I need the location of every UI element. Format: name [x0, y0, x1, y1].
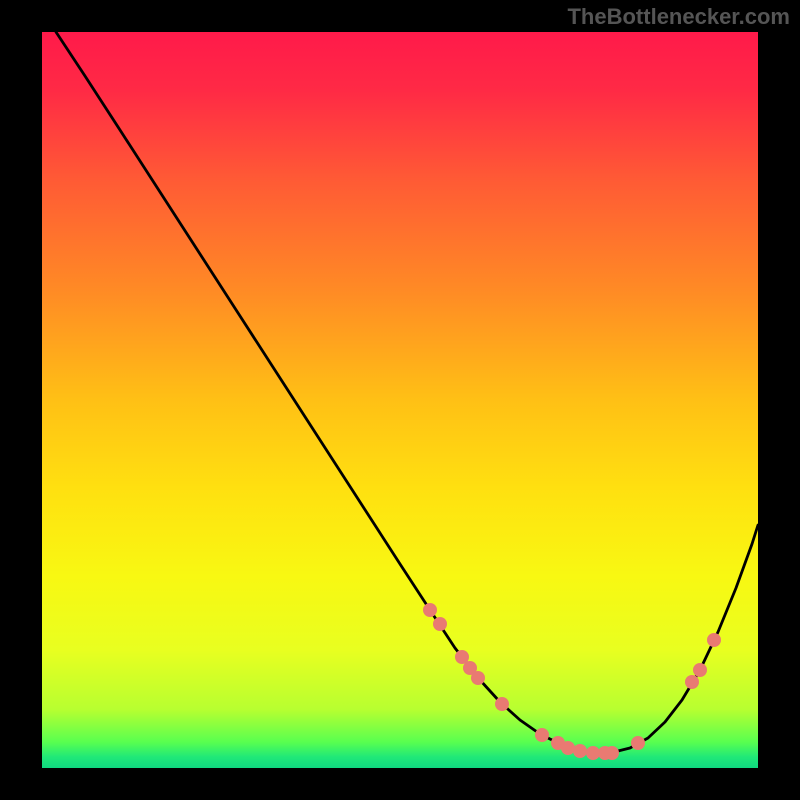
data-marker	[631, 736, 645, 750]
bottleneck-curve-chart	[0, 0, 800, 800]
data-marker	[573, 744, 587, 758]
data-marker	[586, 746, 600, 760]
data-marker	[561, 741, 575, 755]
data-marker	[707, 633, 721, 647]
plot-area-gradient	[42, 32, 758, 768]
data-marker	[693, 663, 707, 677]
data-marker	[423, 603, 437, 617]
data-marker	[685, 675, 699, 689]
data-marker	[471, 671, 485, 685]
data-marker	[605, 746, 619, 760]
watermark-text: TheBottlenecker.com	[567, 4, 790, 30]
data-marker	[535, 728, 549, 742]
data-marker	[495, 697, 509, 711]
data-marker	[433, 617, 447, 631]
chart-container: TheBottlenecker.com	[0, 0, 800, 800]
